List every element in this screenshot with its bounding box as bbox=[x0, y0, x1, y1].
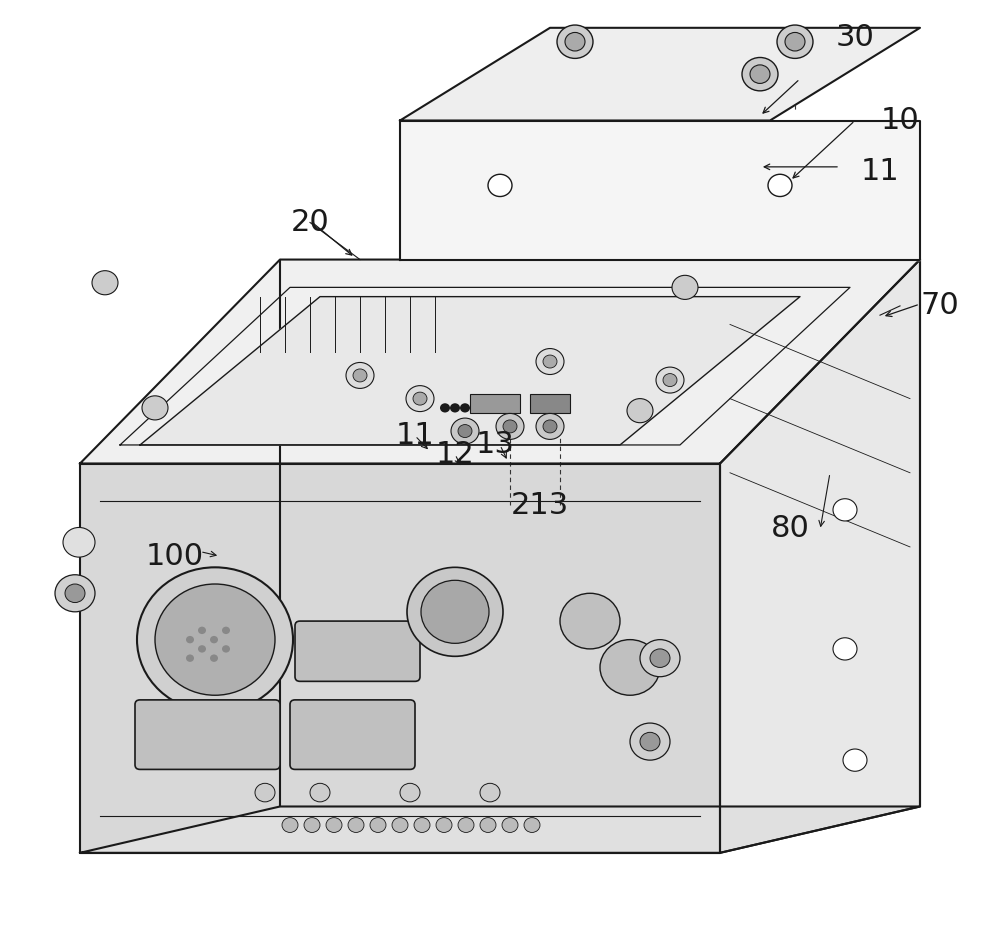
FancyBboxPatch shape bbox=[295, 621, 420, 681]
Circle shape bbox=[503, 420, 517, 433]
Circle shape bbox=[640, 732, 660, 751]
Circle shape bbox=[627, 399, 653, 423]
Polygon shape bbox=[530, 394, 570, 413]
Circle shape bbox=[155, 584, 275, 695]
Circle shape bbox=[310, 783, 330, 802]
Circle shape bbox=[480, 783, 500, 802]
Circle shape bbox=[392, 818, 408, 832]
Circle shape bbox=[458, 425, 472, 438]
FancyBboxPatch shape bbox=[290, 700, 415, 769]
Circle shape bbox=[255, 783, 275, 802]
Circle shape bbox=[524, 818, 540, 832]
Circle shape bbox=[406, 386, 434, 412]
Circle shape bbox=[600, 640, 660, 695]
Circle shape bbox=[560, 593, 620, 649]
Circle shape bbox=[353, 369, 367, 382]
Circle shape bbox=[460, 403, 470, 413]
Polygon shape bbox=[80, 464, 720, 853]
Circle shape bbox=[407, 567, 503, 656]
FancyBboxPatch shape bbox=[135, 700, 280, 769]
Polygon shape bbox=[720, 260, 920, 853]
Circle shape bbox=[663, 374, 677, 387]
Circle shape bbox=[742, 57, 778, 91]
Circle shape bbox=[186, 654, 194, 662]
Circle shape bbox=[222, 627, 230, 634]
Circle shape bbox=[557, 25, 593, 58]
Circle shape bbox=[348, 818, 364, 832]
Text: 13: 13 bbox=[476, 430, 514, 460]
Circle shape bbox=[843, 749, 867, 771]
Circle shape bbox=[92, 271, 118, 295]
Circle shape bbox=[210, 636, 218, 643]
Circle shape bbox=[421, 580, 489, 643]
Circle shape bbox=[186, 636, 194, 643]
Circle shape bbox=[488, 174, 512, 197]
Text: 70: 70 bbox=[921, 291, 959, 321]
Circle shape bbox=[370, 818, 386, 832]
Circle shape bbox=[833, 638, 857, 660]
Circle shape bbox=[142, 396, 168, 420]
Circle shape bbox=[326, 818, 342, 832]
Circle shape bbox=[536, 413, 564, 439]
Circle shape bbox=[346, 362, 374, 388]
Circle shape bbox=[496, 413, 524, 439]
Circle shape bbox=[650, 649, 670, 667]
Polygon shape bbox=[470, 394, 520, 413]
Circle shape bbox=[833, 499, 857, 521]
Text: 80: 80 bbox=[771, 514, 809, 543]
Text: 12: 12 bbox=[436, 439, 474, 469]
Circle shape bbox=[304, 818, 320, 832]
Circle shape bbox=[414, 818, 430, 832]
Circle shape bbox=[450, 403, 460, 413]
Circle shape bbox=[480, 818, 496, 832]
Polygon shape bbox=[80, 806, 920, 853]
Circle shape bbox=[543, 420, 557, 433]
Text: 20: 20 bbox=[291, 208, 329, 237]
Circle shape bbox=[198, 627, 206, 634]
Circle shape bbox=[55, 575, 95, 612]
Circle shape bbox=[750, 65, 770, 83]
Circle shape bbox=[210, 654, 218, 662]
Circle shape bbox=[785, 32, 805, 51]
Circle shape bbox=[543, 355, 557, 368]
Circle shape bbox=[451, 418, 479, 444]
Text: 213: 213 bbox=[511, 490, 569, 520]
Circle shape bbox=[502, 818, 518, 832]
Circle shape bbox=[672, 275, 698, 299]
Circle shape bbox=[768, 174, 792, 197]
Circle shape bbox=[458, 818, 474, 832]
Circle shape bbox=[440, 403, 450, 413]
Circle shape bbox=[282, 818, 298, 832]
Circle shape bbox=[630, 723, 670, 760]
Circle shape bbox=[137, 567, 293, 712]
Polygon shape bbox=[400, 28, 920, 121]
Text: 30: 30 bbox=[836, 22, 874, 52]
Circle shape bbox=[656, 367, 684, 393]
Polygon shape bbox=[140, 297, 800, 445]
Circle shape bbox=[65, 584, 85, 603]
Circle shape bbox=[565, 32, 585, 51]
Circle shape bbox=[413, 392, 427, 405]
Polygon shape bbox=[80, 260, 920, 464]
Circle shape bbox=[63, 527, 95, 557]
Circle shape bbox=[222, 645, 230, 653]
Circle shape bbox=[640, 640, 680, 677]
Circle shape bbox=[436, 818, 452, 832]
Text: 10: 10 bbox=[881, 106, 919, 135]
Circle shape bbox=[536, 349, 564, 375]
Circle shape bbox=[400, 783, 420, 802]
Circle shape bbox=[198, 645, 206, 653]
Polygon shape bbox=[400, 121, 920, 260]
Circle shape bbox=[777, 25, 813, 58]
Text: 100: 100 bbox=[146, 541, 204, 571]
Text: 11: 11 bbox=[396, 421, 434, 451]
Text: 11: 11 bbox=[861, 157, 899, 186]
